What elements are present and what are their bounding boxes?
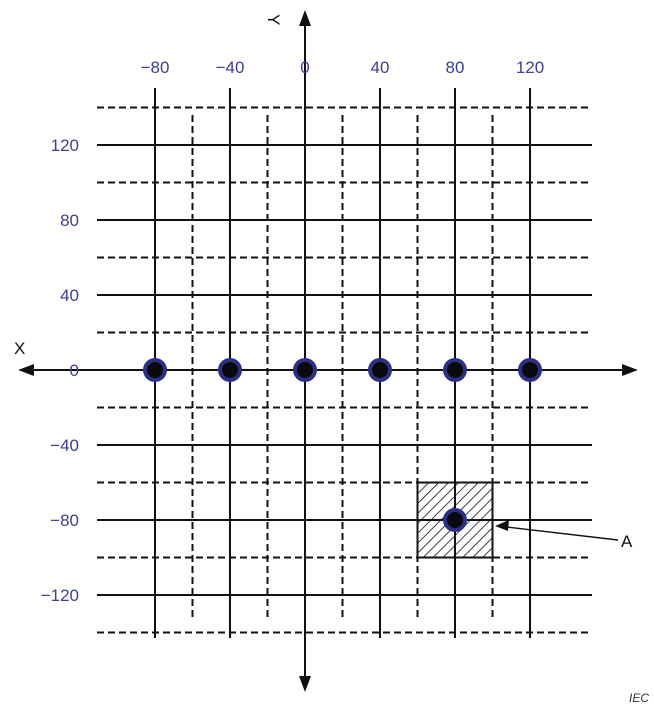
- grid-lines: [97, 88, 592, 638]
- x-tick-label: 40: [371, 58, 390, 77]
- y-axis-letter: Y: [264, 14, 283, 25]
- y-tick-label: 120: [51, 136, 79, 155]
- y-tick-label: 40: [60, 286, 79, 305]
- x-axis-arrow-right: [622, 364, 638, 376]
- grid-point: [297, 362, 313, 378]
- x-axis-letter: X: [14, 339, 25, 358]
- grid-point: [372, 362, 388, 378]
- y-tick-label: 80: [60, 211, 79, 230]
- x-tick-label: 120: [516, 58, 544, 77]
- points: [143, 358, 542, 532]
- y-tick-label: −80: [50, 511, 79, 530]
- x-tick-label: 0: [300, 58, 309, 77]
- hatched-region-group: [416, 481, 494, 559]
- callout: A: [495, 520, 633, 551]
- callout-label-a: A: [621, 532, 633, 551]
- grid-point: [147, 362, 163, 378]
- grid-point: [522, 362, 538, 378]
- axes: [18, 10, 638, 692]
- grid-point: [222, 362, 238, 378]
- y-tick-label: 0: [70, 361, 79, 380]
- x-tick-label: 80: [446, 58, 465, 77]
- x-tick-label: −80: [141, 58, 170, 77]
- y-tick-label: −40: [50, 436, 79, 455]
- source-mark: IEC: [629, 691, 649, 705]
- hatched-region: [416, 481, 494, 559]
- tick-labels: −80 −40 0 40 80 120 120 80 40 0 −40 −80 −120: [41, 58, 544, 605]
- y-tick-label: −120: [41, 586, 79, 605]
- x-tick-label: −40: [216, 58, 245, 77]
- callout-leader-line: [497, 525, 619, 541]
- x-axis-arrow-left: [18, 364, 34, 376]
- y-axis-arrow-up: [299, 10, 311, 26]
- y-axis-arrow-down: [299, 676, 311, 692]
- grid-point: [447, 512, 463, 528]
- grid-point: [447, 362, 463, 378]
- callout-arrowhead: [495, 520, 509, 531]
